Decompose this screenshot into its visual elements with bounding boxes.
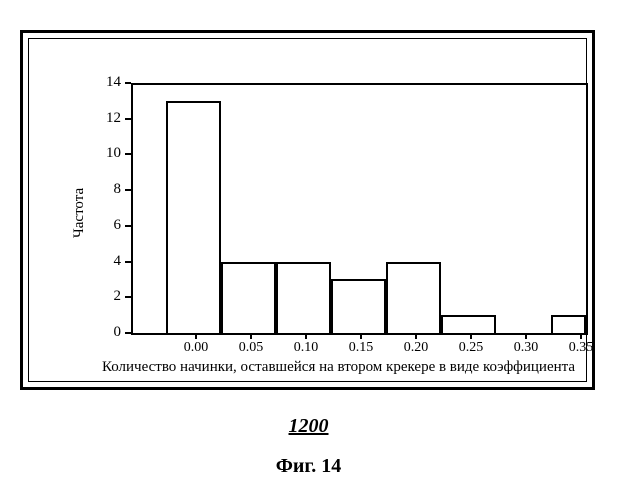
figure-container: Частота Количество начинки, оставшейся н…	[0, 0, 617, 500]
y-axis-title: Частота	[71, 188, 88, 238]
x-tick	[525, 333, 527, 339]
y-tick	[125, 296, 131, 298]
y-tick	[125, 82, 131, 84]
x-tick-label: 0.10	[281, 341, 331, 355]
histogram-bar	[441, 315, 496, 335]
y-tick-label: 4	[91, 254, 121, 269]
x-tick-label: 0.15	[336, 341, 386, 355]
y-tick	[125, 225, 131, 227]
x-tick-label: 0.00	[171, 341, 221, 355]
x-tick-label: 0.25	[446, 341, 496, 355]
y-tick-label: 14	[91, 75, 121, 90]
y-tick	[125, 153, 131, 155]
histogram-bar	[276, 262, 331, 335]
y-tick-label: 8	[91, 182, 121, 197]
histogram-bar	[551, 315, 586, 335]
chart-outer-frame: Частота Количество начинки, оставшейся н…	[20, 30, 595, 390]
y-tick	[125, 189, 131, 191]
y-tick	[125, 118, 131, 120]
histogram-bar	[166, 101, 221, 335]
y-tick-label: 12	[91, 111, 121, 126]
x-tick-label: 0.30	[501, 341, 551, 355]
y-tick	[125, 332, 131, 334]
x-tick-label: 0.05	[226, 341, 276, 355]
histogram-bar	[386, 262, 441, 335]
histogram-bar	[331, 279, 386, 335]
figure-id: 1200	[0, 415, 617, 438]
histogram-bar	[221, 262, 276, 335]
y-tick-label: 6	[91, 218, 121, 233]
y-tick-label: 10	[91, 146, 121, 161]
x-tick-label: 0.20	[391, 341, 441, 355]
figure-caption: Фиг. 14	[0, 455, 617, 478]
y-tick-label: 2	[91, 289, 121, 304]
y-tick	[125, 261, 131, 263]
x-tick-label: 0.35	[556, 341, 606, 355]
y-axis	[131, 83, 133, 333]
x-axis-title: Количество начинки, оставшейся на втором…	[81, 359, 596, 376]
y-tick-label: 0	[91, 325, 121, 340]
